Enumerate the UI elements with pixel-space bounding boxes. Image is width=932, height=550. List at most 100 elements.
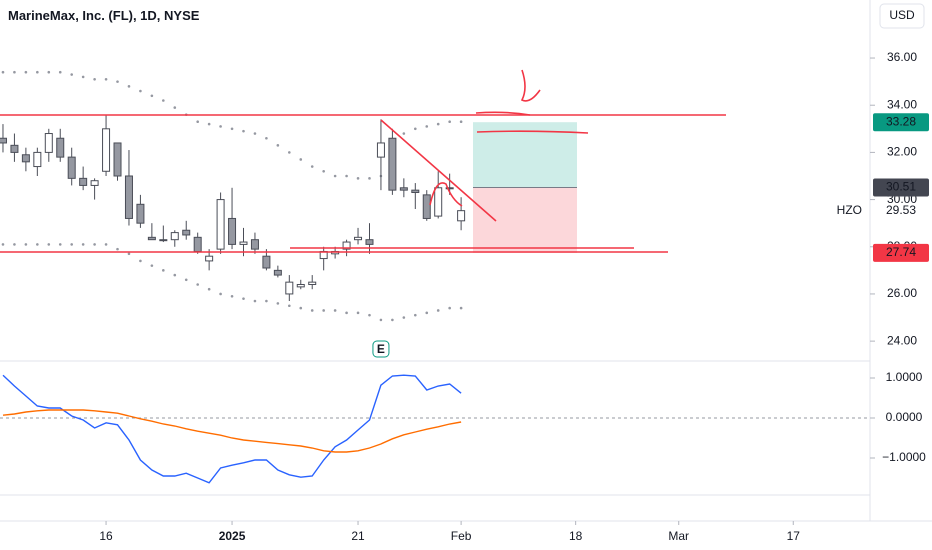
candle-body xyxy=(445,187,454,190)
band-dot xyxy=(276,144,280,147)
band-dot xyxy=(104,77,108,81)
x-tick-label: 18 xyxy=(569,529,583,543)
band-dot xyxy=(265,136,268,140)
band-dot xyxy=(253,299,257,303)
price-label-bg xyxy=(873,113,929,132)
band-dot xyxy=(207,122,211,126)
candle-body xyxy=(182,229,191,236)
y-tick-label: 24.00 xyxy=(887,333,917,347)
band-dot xyxy=(207,287,211,291)
x-tick-label: Feb xyxy=(451,529,472,543)
candle-body xyxy=(44,133,53,153)
drawn-curve xyxy=(429,182,463,207)
candle-body xyxy=(285,281,294,295)
price-label-bg xyxy=(873,243,929,262)
candle-body xyxy=(262,255,271,269)
band-dot xyxy=(162,99,165,102)
candle-body xyxy=(354,236,363,241)
candle-body xyxy=(273,269,282,276)
candle-body xyxy=(136,203,145,224)
band-dot xyxy=(139,259,142,263)
y-tick-label: 26.00 xyxy=(887,286,917,300)
band-dot xyxy=(47,70,51,74)
band-dot xyxy=(127,252,131,256)
band-dot xyxy=(150,264,154,267)
candle-body xyxy=(296,284,305,288)
band-dot xyxy=(173,273,177,277)
band-dot xyxy=(24,243,28,246)
indicator-line xyxy=(2,374,462,484)
candle-body xyxy=(376,142,385,158)
candle-body xyxy=(308,281,317,286)
band-dot xyxy=(1,243,5,246)
band-dot xyxy=(299,306,303,310)
candle-body xyxy=(170,232,179,241)
band-dot xyxy=(47,243,51,246)
band-dot xyxy=(368,313,371,317)
band-dot xyxy=(104,243,108,246)
candle-body xyxy=(147,236,156,241)
band-dot xyxy=(58,70,62,74)
currency: USD xyxy=(889,8,915,22)
band-dot xyxy=(196,283,199,286)
band-dot xyxy=(425,125,429,128)
band-dot xyxy=(322,169,325,173)
band-dot xyxy=(356,177,360,180)
plot: 24.0026.0028.0030.0032.0034.0036.0016202… xyxy=(0,50,929,543)
band-dot xyxy=(265,299,268,303)
candle-body xyxy=(422,194,431,219)
band-dot xyxy=(81,75,85,79)
band-dot xyxy=(230,295,234,298)
band-dot xyxy=(242,129,245,133)
candle-body xyxy=(205,255,214,262)
drawn-line xyxy=(475,111,531,116)
band-dot xyxy=(322,309,325,312)
band-dot xyxy=(150,94,154,98)
band-dot xyxy=(402,316,406,319)
candle-body xyxy=(250,239,259,250)
candle-body xyxy=(193,236,202,252)
band-dot xyxy=(253,132,257,135)
x-tick-label: 21 xyxy=(351,529,365,543)
candle-body xyxy=(434,187,443,217)
band-dot xyxy=(310,309,314,312)
candle-body xyxy=(33,151,42,168)
band-dot xyxy=(368,177,371,180)
band-dot xyxy=(379,318,383,322)
x-tick-label: Mar xyxy=(668,529,689,543)
price-label: 27.74 xyxy=(886,245,916,259)
candle-body xyxy=(399,187,408,191)
candle-body xyxy=(216,199,225,250)
price-label: 33.28 xyxy=(886,114,916,128)
band-dot xyxy=(184,278,188,282)
band-dot xyxy=(414,127,417,131)
candle-body xyxy=(365,239,374,245)
y-tick-label: 36.00 xyxy=(887,50,917,64)
candle-body xyxy=(388,137,397,191)
candle-body xyxy=(159,239,168,242)
candle-body xyxy=(102,128,111,172)
band-dot xyxy=(162,269,165,272)
band-dot xyxy=(1,70,5,74)
drawn-line xyxy=(380,119,497,222)
band-dot xyxy=(116,247,119,251)
band-dot xyxy=(230,127,234,131)
y-tick-label: 0.0000 xyxy=(886,410,923,424)
band-dot xyxy=(356,311,360,315)
band-dot xyxy=(345,311,348,315)
chart-title: MarineMax, Inc. (FL), 1D, NYSE xyxy=(8,8,200,23)
currency-button[interactable] xyxy=(879,3,925,29)
band-dot xyxy=(24,70,28,74)
candle-body xyxy=(56,137,65,158)
candle-body xyxy=(90,180,99,186)
band-dot xyxy=(219,125,222,128)
band-dot xyxy=(425,311,429,315)
x-tick-label: 2025 xyxy=(219,529,246,543)
band-dot xyxy=(116,80,119,83)
candle-body xyxy=(113,142,122,177)
band-dot xyxy=(288,304,291,308)
y-tick-label: −1.0000 xyxy=(882,450,926,464)
candle-body xyxy=(411,189,420,194)
